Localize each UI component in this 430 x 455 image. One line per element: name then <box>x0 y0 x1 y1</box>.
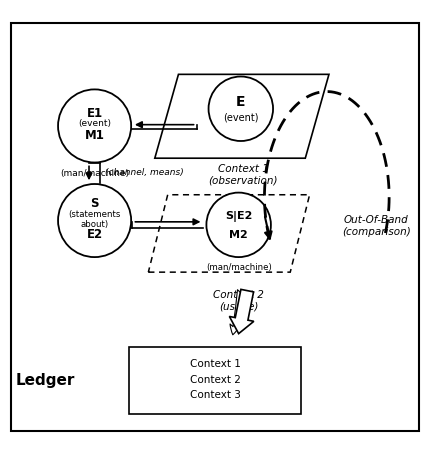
Text: (event): (event) <box>223 112 258 122</box>
Circle shape <box>58 185 131 258</box>
FancyBboxPatch shape <box>11 24 419 431</box>
Text: (statements: (statements <box>68 209 121 218</box>
Text: Context 2
(usage): Context 2 (usage) <box>213 290 264 311</box>
Text: E: E <box>236 95 246 109</box>
Circle shape <box>58 90 131 163</box>
FancyArrow shape <box>229 290 254 334</box>
Text: Ledger: Ledger <box>15 372 75 387</box>
Circle shape <box>209 77 273 142</box>
Text: E2: E2 <box>86 228 103 240</box>
Text: Context 1
(observation): Context 1 (observation) <box>208 164 278 186</box>
Polygon shape <box>155 75 329 159</box>
Text: (event): (event) <box>78 119 111 128</box>
Text: Context 1
Context 2
Context 3: Context 1 Context 2 Context 3 <box>190 359 240 399</box>
Text: S: S <box>90 197 99 210</box>
Text: E1: E1 <box>86 106 103 119</box>
FancyBboxPatch shape <box>129 348 301 414</box>
Text: M2: M2 <box>229 230 248 240</box>
Text: (man/machine): (man/machine) <box>206 263 271 272</box>
Text: M1: M1 <box>85 129 104 142</box>
Polygon shape <box>148 195 310 273</box>
Text: (man/machine): (man/machine) <box>60 169 129 178</box>
Circle shape <box>206 193 271 258</box>
Text: about): about) <box>80 219 109 228</box>
Text: (channel, means): (channel, means) <box>104 167 184 176</box>
Text: Out-Of-Band
(comparison): Out-Of-Band (comparison) <box>342 215 411 236</box>
Text: S|E2: S|E2 <box>225 210 252 222</box>
